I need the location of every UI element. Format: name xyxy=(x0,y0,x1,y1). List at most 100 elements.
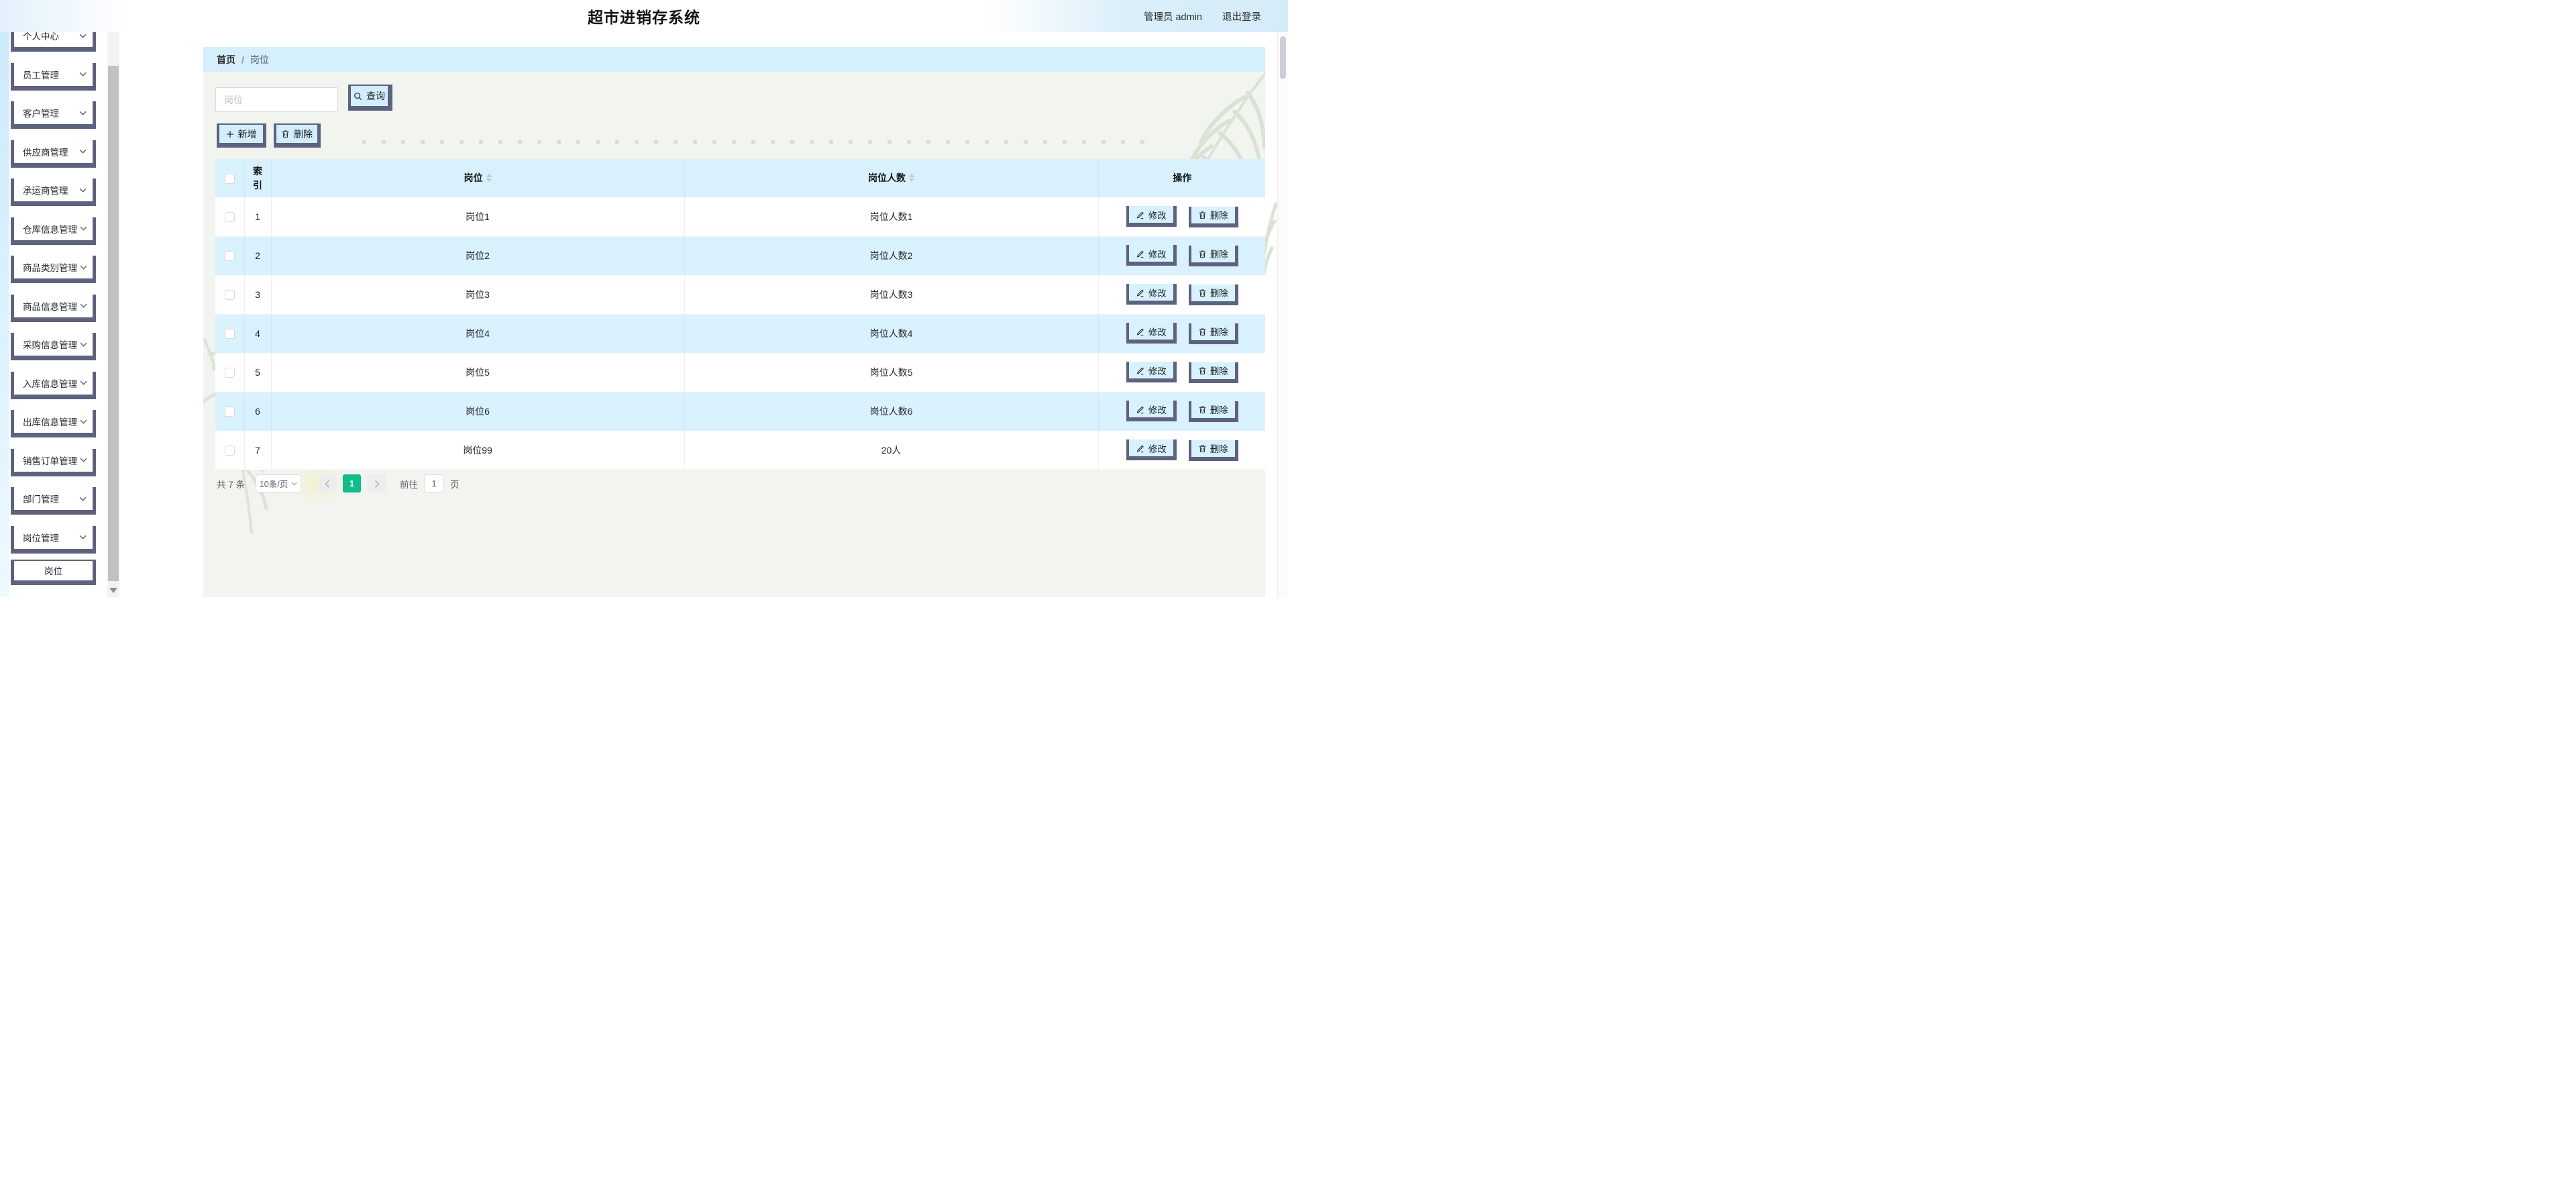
row-checkbox[interactable] xyxy=(224,251,235,262)
select-all-checkbox[interactable] xyxy=(224,174,235,185)
window-scrollbar[interactable] xyxy=(1277,27,1288,597)
trash-icon xyxy=(1199,289,1205,297)
search-button[interactable]: 查询 xyxy=(348,85,392,111)
chevron-down-icon xyxy=(80,419,87,424)
pencil-icon xyxy=(1136,250,1144,258)
edit-button[interactable]: 修改 xyxy=(1126,323,1177,344)
sidebar-item[interactable]: 承运商管理 xyxy=(11,178,96,206)
sidebar-item[interactable]: 采购信息管理 xyxy=(11,333,96,360)
add-button[interactable]: 新增 xyxy=(217,123,266,148)
sidebar-item[interactable]: 岗位管理 xyxy=(11,525,96,554)
chevron-down-icon xyxy=(80,226,87,231)
chevron-down-icon xyxy=(80,265,87,270)
pencil-icon xyxy=(1136,289,1144,297)
delete-button[interactable]: 删除 xyxy=(1188,323,1238,344)
sort-carets-icon[interactable] xyxy=(486,174,492,183)
table-row: 4 岗位4 岗位人数4 修改 删除 xyxy=(215,314,1265,354)
edit-button[interactable]: 修改 xyxy=(1126,245,1177,266)
row-checkbox[interactable] xyxy=(224,368,235,378)
goto-page-input[interactable] xyxy=(424,474,445,492)
next-page-button[interactable] xyxy=(368,474,386,492)
sidebar-item[interactable]: 销售订单管理 xyxy=(11,448,96,476)
search-icon xyxy=(354,92,362,100)
sidebar-scrollbar-thumb[interactable] xyxy=(108,66,119,581)
row-checkbox[interactable] xyxy=(224,212,235,223)
sort-carets-icon[interactable] xyxy=(909,174,914,183)
trash-icon xyxy=(1199,445,1205,452)
delete-button[interactable]: 删除 xyxy=(1188,439,1238,461)
row-count: 岗位人数5 xyxy=(684,353,1099,393)
pencil-icon xyxy=(1136,328,1144,335)
pagination-total: 共 7 条 xyxy=(217,479,246,490)
search-input[interactable] xyxy=(215,87,338,112)
window-scrollbar-thumb[interactable] xyxy=(1280,36,1286,79)
edit-button[interactable]: 修改 xyxy=(1126,362,1177,383)
sidebar-item[interactable]: 客户管理 xyxy=(11,101,96,129)
delete-button[interactable]: 删除 xyxy=(1188,362,1238,383)
chevron-down-icon xyxy=(79,188,87,193)
row-post: 岗位5 xyxy=(271,353,685,393)
table-header-row: 索引 岗位 岗位人数 操作 xyxy=(215,159,1265,197)
sidebar-item[interactable]: 出库信息管理 xyxy=(11,410,96,437)
row-actions: 修改 删除 xyxy=(1098,236,1265,276)
row-checkbox[interactable] xyxy=(224,290,235,301)
sidebar-scrollbar[interactable] xyxy=(107,27,119,597)
edit-button[interactable]: 修改 xyxy=(1126,206,1177,227)
column-header-post[interactable]: 岗位 xyxy=(271,159,685,197)
row-actions: 修改 删除 xyxy=(1098,431,1265,470)
chevron-down-icon xyxy=(79,72,87,76)
delete-button[interactable]: 删除 xyxy=(1188,284,1238,305)
sidebar-item[interactable]: 部门管理 xyxy=(11,487,96,515)
chevron-down-icon xyxy=(80,303,87,308)
chevron-down-icon xyxy=(80,458,87,462)
delete-button[interactable]: 删除 xyxy=(1188,245,1238,266)
row-checkbox[interactable] xyxy=(224,329,235,340)
row-post: 岗位6 xyxy=(271,392,685,431)
current-page-button[interactable]: 1 xyxy=(343,474,362,492)
row-checkbox[interactable] xyxy=(224,446,235,456)
scroll-down-arrow-icon[interactable] xyxy=(109,588,117,593)
row-actions: 修改 删除 xyxy=(1098,197,1265,237)
row-checkbox[interactable] xyxy=(224,407,235,417)
sidebar-item[interactable]: 供应商管理 xyxy=(11,140,96,168)
edit-button[interactable]: 修改 xyxy=(1126,439,1177,461)
sidebar-item[interactable]: 商品类别管理 xyxy=(11,256,96,283)
pencil-icon xyxy=(1136,445,1144,452)
row-index: 1 xyxy=(244,197,272,237)
table-row: 3 岗位3 岗位人数3 修改 删除 xyxy=(215,275,1265,315)
plus-icon xyxy=(226,130,233,138)
pencil-icon xyxy=(1136,211,1144,219)
sidebar-item[interactable]: 入库信息管理 xyxy=(11,371,96,399)
trash-icon xyxy=(1199,328,1205,335)
row-index: 2 xyxy=(244,236,272,276)
breadcrumb-current: 岗位 xyxy=(250,54,269,65)
sidebar: 个人中心 员工管理 客户管理 供应商管理 承运商管理 xyxy=(0,27,121,597)
row-checkbox-cell xyxy=(215,314,245,354)
sidebar-item[interactable]: 仓库信息管理 xyxy=(11,217,96,245)
row-actions: 修改 删除 xyxy=(1098,314,1265,354)
sidebar-item[interactable]: 员工管理 xyxy=(11,62,96,91)
delete-button[interactable]: 删除 xyxy=(1188,401,1238,422)
row-post: 岗位99 xyxy=(271,431,685,470)
row-count: 岗位人数6 xyxy=(684,392,1099,431)
delete-button[interactable]: 删除 xyxy=(1188,206,1238,227)
edit-button[interactable]: 修改 xyxy=(1126,401,1177,422)
breadcrumb-home[interactable]: 首页 xyxy=(217,54,235,65)
column-header-actions: 操作 xyxy=(1098,159,1265,197)
sidebar-item[interactable]: 商品信息管理 xyxy=(11,294,96,322)
prev-page-button[interactable] xyxy=(318,474,337,492)
delete-button[interactable]: 删除 xyxy=(274,123,321,148)
row-actions: 修改 删除 xyxy=(1098,392,1265,431)
page-size-select[interactable]: 10条/页 xyxy=(256,474,302,492)
row-post: 岗位3 xyxy=(271,275,685,315)
pagination: 共 7 条 10条/页 1 前往 页 xyxy=(217,474,460,492)
row-checkbox-cell xyxy=(215,431,245,470)
sidebar-subitem[interactable]: 岗位 xyxy=(11,559,96,585)
goto-unit: 页 xyxy=(450,479,460,490)
trash-icon xyxy=(1199,367,1205,374)
edit-button[interactable]: 修改 xyxy=(1126,284,1177,305)
row-post: 岗位1 xyxy=(271,197,685,237)
column-header-count[interactable]: 岗位人数 xyxy=(684,159,1099,197)
row-index: 7 xyxy=(244,431,272,470)
logout-link[interactable]: 退出登录 xyxy=(1222,11,1261,23)
